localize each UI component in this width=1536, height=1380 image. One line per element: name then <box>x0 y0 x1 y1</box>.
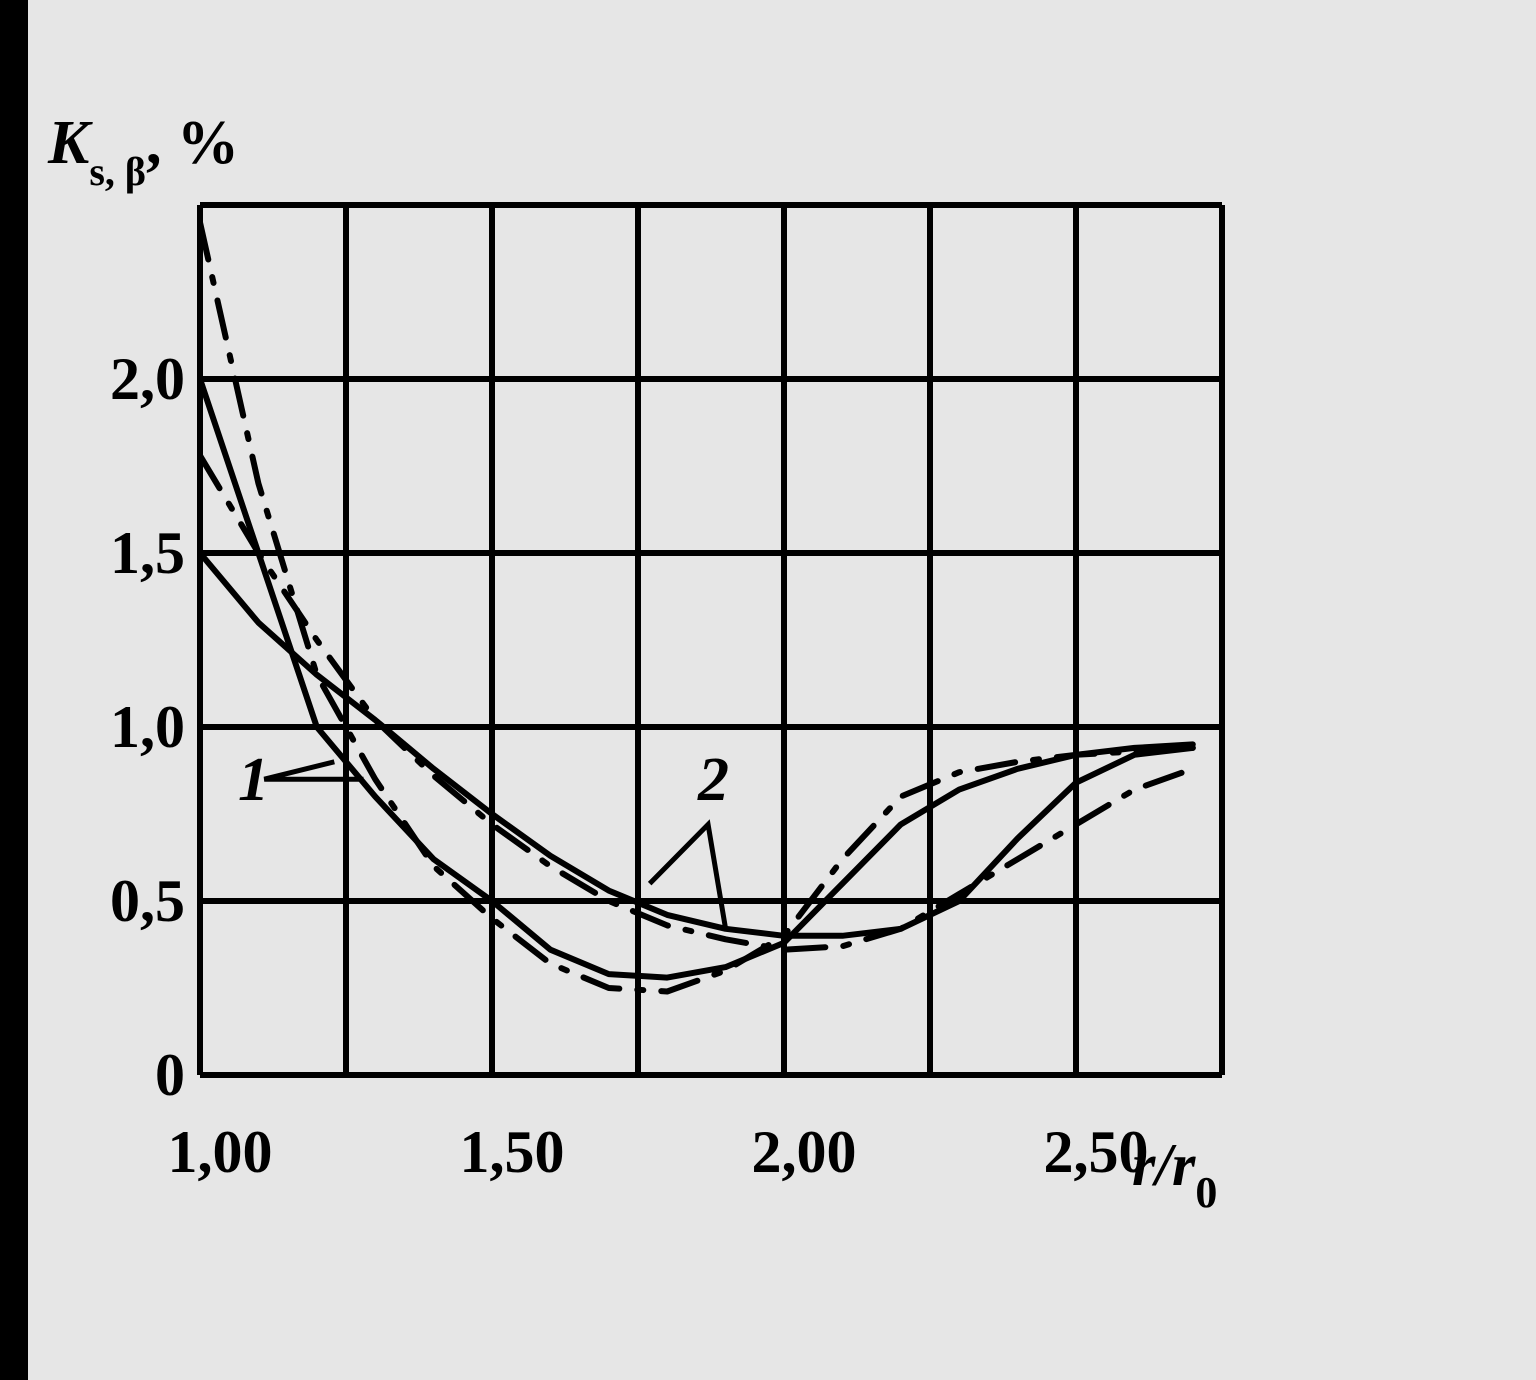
y-tick-labels: 0 0,5 1,0 1,5 2,0 <box>110 346 185 1108</box>
leader-line-1 <box>263 759 364 782</box>
x-tick-label: 1,00 <box>168 1119 273 1185</box>
y-tick-label: 2,0 <box>110 346 185 412</box>
y-axis-label: Ks, β, % <box>47 109 239 194</box>
x-axis-label-sub: 0 <box>1195 1168 1217 1217</box>
y-axis-label-rest: , % <box>146 109 239 177</box>
x-tick-labels: 1,00 1,50 2,00 2,50 <box>168 1119 1149 1185</box>
series-line-1 <box>197 376 1196 981</box>
series-line-4 <box>197 452 1196 953</box>
y-axis-label-main: K <box>47 109 93 177</box>
x-tick-label: 1,50 <box>460 1119 565 1185</box>
series-group <box>197 219 1196 995</box>
leader-line-2 <box>647 819 729 930</box>
x-tick-label: 2,00 <box>752 1119 857 1185</box>
y-tick-label: 1,0 <box>110 694 185 760</box>
x-axis-label-main: r/r <box>1132 1132 1196 1198</box>
x-tick-label: 2,50 <box>1044 1119 1149 1185</box>
y-axis-label-sub: s, β <box>89 149 146 194</box>
y-tick-label: 0,5 <box>110 868 185 934</box>
leader-lines <box>263 759 729 930</box>
y-tick-label: 0 <box>155 1042 185 1108</box>
series-line-2 <box>197 219 1196 995</box>
x-axis-label: r/r0 <box>1132 1132 1217 1217</box>
grid <box>197 202 1225 1078</box>
curve-label-1: 1 <box>238 746 269 814</box>
y-tick-label: 1,5 <box>110 520 185 586</box>
series-line-3 <box>197 550 1196 939</box>
curve-label-2: 2 <box>697 746 729 814</box>
